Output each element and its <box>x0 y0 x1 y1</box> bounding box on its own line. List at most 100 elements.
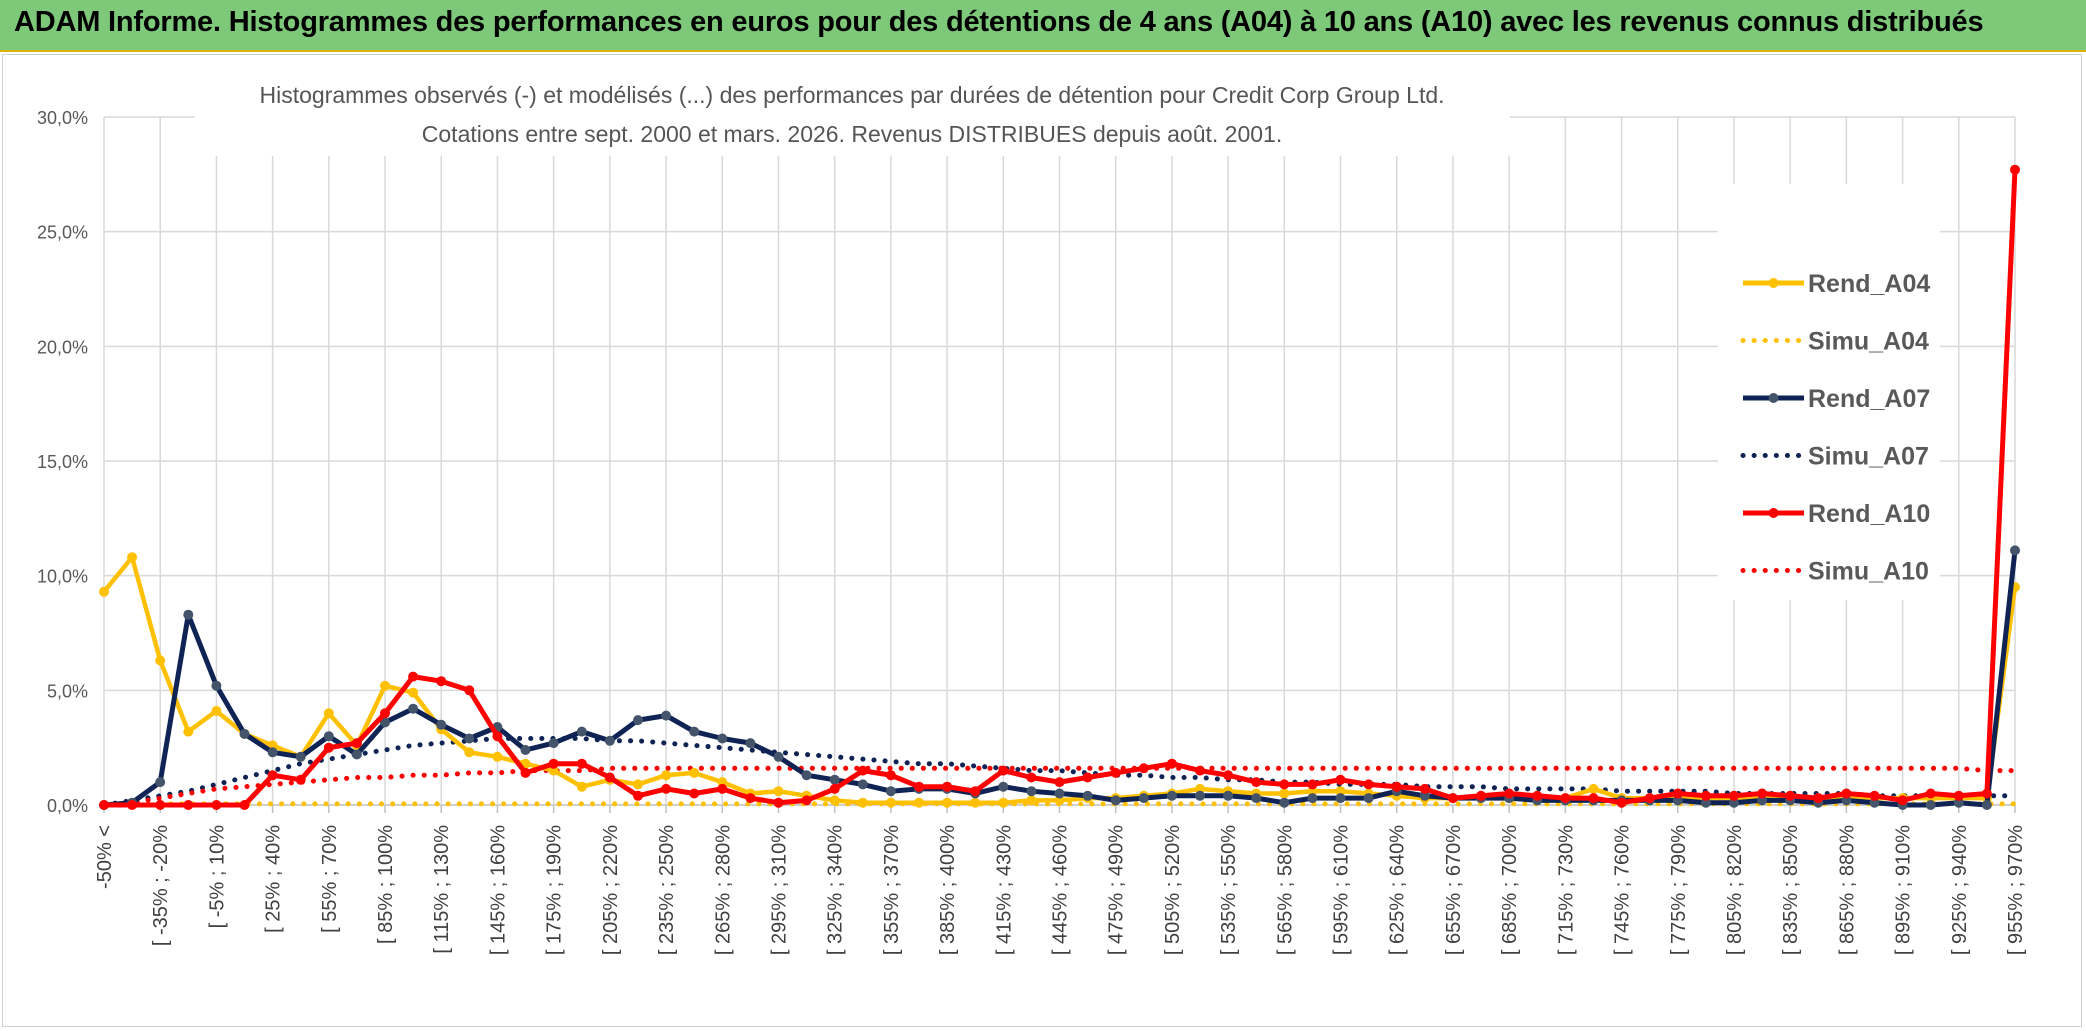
point-rend-a04 <box>408 687 419 698</box>
y-tick-label: 5,0% <box>47 681 88 701</box>
point-rend-a07 <box>745 738 756 749</box>
point-rend-a04 <box>548 765 559 776</box>
chart: 0,0% 5,0% 10,0% 15,0% 20,0% 25,0% 30,0% -50% <… <box>37 76 2027 955</box>
legend-item-simu-a07: Simu_A07 <box>1740 443 1929 471</box>
x-tick-label: [ 355% ; 370% <box>881 825 903 955</box>
point-rend-a04 <box>829 795 840 806</box>
x-tick-label: [ 715% ; 730% <box>1555 825 1577 955</box>
point-rend-a07 <box>829 774 840 785</box>
point-rend-a10 <box>1166 758 1177 769</box>
report-title: ADAM Informe. Histogrammes des performan… <box>14 6 1984 38</box>
x-tick-label: [ 295% ; 310% <box>768 825 790 955</box>
point-rend-a07 <box>1082 790 1093 801</box>
point-rend-a04 <box>323 708 334 719</box>
point-rend-a07 <box>1729 797 1739 808</box>
point-rend-a07 <box>323 731 334 742</box>
x-tick-label: [ 415% ; 430% <box>993 825 1015 955</box>
legend-item-rend-a04: Rend_A04 <box>1743 270 1930 298</box>
y-tick-label: 15,0% <box>37 452 88 472</box>
x-tick-label: [ 205% ; 220% <box>600 825 622 955</box>
point-rend-a10 <box>127 800 138 810</box>
point-rend-a10 <box>1419 783 1430 794</box>
point-rend-a10 <box>885 770 896 781</box>
x-tick-label: [ 175% ; 190% <box>544 825 566 955</box>
point-rend-a10 <box>1700 790 1711 801</box>
point-rend-a04 <box>464 747 475 758</box>
point-rend-a10 <box>1026 772 1037 783</box>
legend-label: Rend_A10 <box>1808 500 1930 528</box>
chart-title: Histogrammes observés (-) et modélisés (… <box>259 82 1444 108</box>
point-rend-a07 <box>801 770 812 781</box>
y-tick-label: 0,0% <box>47 796 88 816</box>
series-rend-a10 <box>99 164 2020 810</box>
point-rend-a10 <box>1279 779 1290 790</box>
point-rend-a10 <box>970 786 981 797</box>
point-rend-a07 <box>1981 800 1992 810</box>
point-rend-a10 <box>661 783 672 794</box>
point-rend-a07 <box>548 738 559 749</box>
point-rend-a04 <box>1588 783 1599 794</box>
point-rend-a07 <box>1335 793 1346 804</box>
point-rend-a07 <box>295 751 306 762</box>
point-rend-a04 <box>885 797 896 808</box>
point-rend-a07 <box>464 733 475 744</box>
legend-item-simu-a10: Simu_A10 <box>1740 558 1929 586</box>
point-rend-a04 <box>1054 795 1065 806</box>
point-rend-a04 <box>1026 795 1037 806</box>
series-simu-a07 <box>101 736 2018 808</box>
point-rend-a07 <box>857 779 868 790</box>
line-simu-a10 <box>101 765 2018 808</box>
x-tick-label: [ 835% ; 850% <box>1780 825 1802 955</box>
point-rend-a10 <box>99 800 109 810</box>
point-rend-a10 <box>1391 781 1402 792</box>
point-rend-a07 <box>408 703 419 714</box>
x-tick-label: [ 85% ; 100% <box>375 825 397 944</box>
point-rend-a10 <box>295 774 306 785</box>
x-tick-label: [ -35% ; -20% <box>150 825 172 946</box>
point-rend-a10 <box>633 790 643 801</box>
point-rend-a10 <box>1054 777 1065 788</box>
point-rend-a04 <box>689 767 700 778</box>
point-rend-a10 <box>1476 790 1486 801</box>
x-tick-label: [ 145% ; 160% <box>487 825 509 955</box>
legend-item-rend-a07: Rend_A07 <box>1743 385 1930 413</box>
point-rend-a10 <box>914 781 924 792</box>
point-rend-a10 <box>1672 788 1683 799</box>
point-rend-a07 <box>1054 788 1065 799</box>
point-rend-a10 <box>1195 765 1205 776</box>
point-rend-a07 <box>2010 545 2020 556</box>
grid <box>103 116 2016 813</box>
point-rend-a04 <box>155 655 166 666</box>
x-tick-label: [ 655% ; 670% <box>1443 825 1465 955</box>
point-rend-a10 <box>1447 793 1458 804</box>
point-rend-a07 <box>380 717 390 728</box>
point-rend-a10 <box>1785 790 1796 801</box>
point-rend-a04 <box>99 586 109 597</box>
point-rend-a10 <box>436 676 447 687</box>
point-rend-a07 <box>1953 797 1964 808</box>
x-tick-label: [ 805% ; 820% <box>1724 825 1746 955</box>
point-rend-a07 <box>1841 795 1852 806</box>
point-rend-a10 <box>1813 793 1824 804</box>
x-tick-label: [ 565% ; 580% <box>1274 825 1296 955</box>
line-simu-a07 <box>101 736 2018 808</box>
title-background <box>195 76 1510 156</box>
point-rend-a04 <box>942 797 953 808</box>
point-rend-a10 <box>576 758 587 769</box>
x-tick-label: [ 235% ; 250% <box>656 825 678 955</box>
point-rend-a10 <box>1616 797 1627 808</box>
x-tick-label: [ 115% ; 130% <box>431 825 453 954</box>
point-rend-a10 <box>801 795 812 806</box>
point-rend-a04 <box>1195 783 1205 794</box>
point-rend-a07 <box>1026 786 1037 797</box>
point-rend-a10 <box>1335 774 1346 785</box>
point-rend-a10 <box>1953 790 1964 801</box>
point-rend-a10 <box>857 765 868 776</box>
point-rend-a07 <box>576 726 587 737</box>
banner: ADAM Informe. Histogrammes des performan… <box>0 0 2086 52</box>
x-tick-label: [ 385% ; 400% <box>937 825 959 955</box>
point-rend-a10 <box>1223 770 1234 781</box>
point-rend-a07 <box>1925 800 1936 810</box>
y-tick-label: 10,0% <box>37 567 88 587</box>
point-rend-a07 <box>1166 790 1177 801</box>
